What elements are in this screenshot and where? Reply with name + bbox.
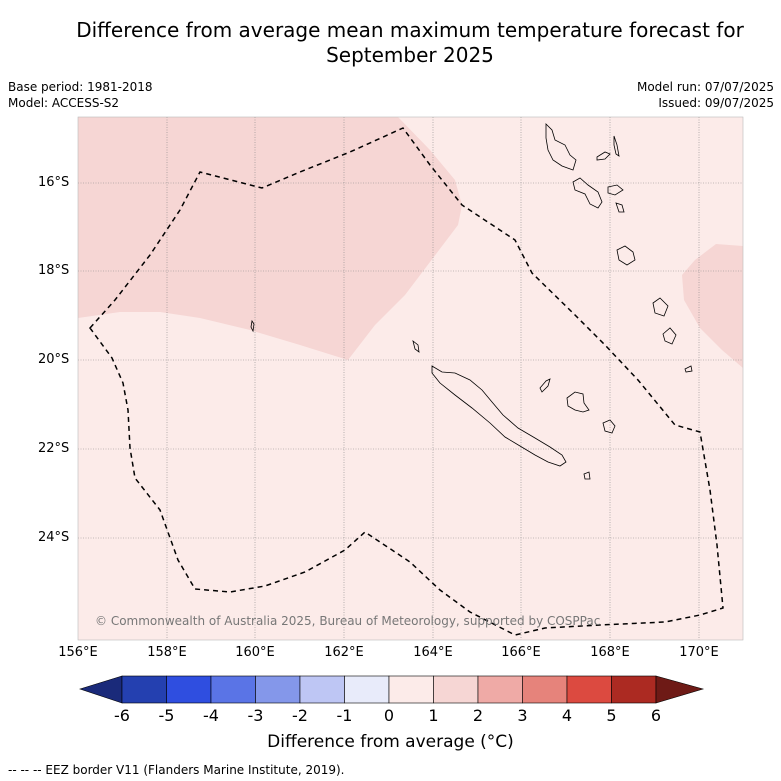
lon-label-164e: 164°E (413, 645, 453, 660)
meta-left: Base period: 1981-2018 Model: ACCESS-S2 (8, 79, 153, 111)
colorbar-tick: 6 (650, 706, 662, 725)
colorbar-label: Difference from average (°C) (267, 732, 514, 752)
island-ouvea (539, 378, 551, 393)
colorbar-tick: 1 (428, 706, 439, 725)
map-title: Difference from average mean maximum tem… (40, 18, 780, 68)
island-malekula (572, 177, 603, 209)
island-espiritu-santo (545, 123, 577, 171)
colorbar-bin-neg2-neg1 (299, 675, 345, 704)
meta-right: Model run: 07/07/2025 Issued: 09/07/2025 (637, 79, 774, 111)
colorbar-tick: -4 (203, 706, 219, 725)
island-epi (615, 202, 625, 213)
lat-label-16s: 16°S (38, 175, 70, 190)
island-chesterfield (250, 319, 255, 333)
colorbar (79, 675, 705, 704)
colorbar-bin-neg6-neg5 (121, 675, 167, 704)
island-maewo (613, 135, 620, 157)
colorbar-bin-2-3 (477, 675, 523, 704)
model-name: Model: ACCESS-S2 (8, 96, 120, 110)
copyright-notice: © Commonwealth of Australia 2025, Bureau… (95, 614, 601, 628)
lon-label-168e: 168°E (590, 645, 630, 660)
colorbar-bin-3-4 (522, 675, 568, 704)
lat-label-20s: 20°S (38, 352, 70, 367)
colorbar-bin-1-2 (433, 675, 479, 704)
colorbar-bin-neg3-neg2 (255, 675, 301, 704)
lon-label-158e: 158°E (147, 645, 187, 660)
colorbar-tick: 4 (561, 706, 573, 725)
lat-label-22s: 22°S (38, 441, 70, 456)
island-efate (616, 245, 636, 266)
colorbar-bin-0-1 (388, 675, 434, 704)
lon-label-160e: 160°E (235, 645, 275, 660)
lon-label-156e: 156°E (58, 645, 98, 660)
colorbar-tick: -5 (158, 706, 175, 725)
base-period: Base period: 1981-2018 (8, 80, 153, 94)
colorbar-tick: 3 (517, 706, 528, 725)
new-caledonia-island (431, 365, 567, 467)
colorbar-tick: 0 (383, 706, 395, 725)
island-erromango (652, 297, 669, 317)
anomaly-region-northwest (78, 117, 462, 360)
colorbar-extend-high (655, 675, 705, 704)
island-ambrym (607, 184, 624, 196)
map-frame (77, 116, 744, 641)
colorbar-tick: -3 (247, 706, 264, 725)
island-aneityum (684, 365, 693, 373)
lon-label-166e: 166°E (501, 645, 541, 660)
lon-label-162e: 162°E (324, 645, 364, 660)
colorbar-tick: -2 (292, 706, 308, 725)
anomaly-region-east (682, 244, 743, 368)
colorbar-bin-4-5 (566, 675, 612, 704)
island-pines (583, 471, 591, 480)
island-belep (412, 339, 420, 353)
island-lifou (566, 391, 590, 413)
eez-legend-note: -- -- -- EEZ border V11 (Flanders Marine… (8, 763, 345, 777)
colorbar-tick: -1 (336, 706, 353, 725)
title-line-1: Difference from average mean maximum tem… (76, 18, 744, 42)
colorbar-tick: -6 (114, 706, 130, 725)
colorbar-extend-low (79, 675, 123, 704)
graticule (78, 117, 743, 640)
island-mare (602, 419, 616, 434)
colorbar-tick: 5 (606, 706, 617, 725)
lat-label-24s: 24°S (38, 530, 70, 545)
colorbar-bin-5-6 (611, 675, 657, 704)
model-run: Model run: 07/07/2025 (636, 80, 774, 94)
island-tanna (662, 327, 677, 345)
eez-border (89, 127, 724, 636)
colorbar-bin-neg5-neg4 (166, 675, 212, 704)
title-line-2: September 2025 (326, 43, 494, 67)
lat-label-18s: 18°S (38, 263, 70, 278)
island-ambae (596, 151, 611, 161)
colorbar-tick: 2 (472, 706, 484, 725)
colorbar-bin-neg1-0 (344, 675, 390, 704)
colorbar-bin-neg4-neg3 (210, 675, 256, 704)
issued-date: Issued: 09/07/2025 (658, 96, 774, 110)
lon-label-170e: 170°E (679, 645, 719, 660)
